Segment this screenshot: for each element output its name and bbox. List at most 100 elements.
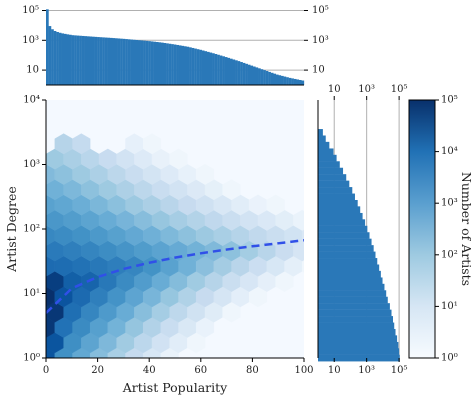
colorbar-tick-label: 10⁰ [441,353,458,364]
top-histogram-bar [206,51,210,85]
main-y-tick-label: 10³ [23,159,40,170]
hexbin-cell [46,337,47,349]
top-histogram-bar [224,57,228,85]
hexbin-cell [72,133,91,155]
top-histogram-bar [114,38,118,85]
right-histogram-bar [318,354,400,362]
right-histogram-bar [318,187,353,194]
top-histogram-bar [140,40,144,85]
main-hexbin-panel: 0 20 40 60 80 100 10⁰ 10¹ 10² 10³ 10⁴ Artist Popu… [4,95,314,396]
right-marginal-histogram: 10 10³ 10⁵ 10 10³ 10⁵ [317,84,407,376]
top-histogram-bar [160,42,164,85]
top-histogram-bar [104,37,108,85]
right-tick-label-bottom: 10³ [358,365,375,376]
y-axis-label: Artist Degree [4,186,19,273]
main-x-tick-label: 40 [143,365,156,376]
right-tick-label-top: 10³ [358,84,375,95]
right-histogram-bar [318,283,385,291]
top-histogram-bar [181,45,185,85]
top-bars [46,9,305,86]
top-histogram-bar [68,34,72,85]
top-histogram-bar [150,41,154,85]
top-histogram-bar [209,52,213,85]
colorbar-tick-label: 10⁴ [441,146,458,157]
right-histogram-bar [318,161,340,168]
x-axis-label: Artist Popularity [122,380,228,395]
colorbar-tick-label: 10² [441,249,458,260]
top-histogram-bar [212,53,215,85]
top-histogram-bar [186,46,190,85]
hexbin-cell [46,347,56,358]
colorbar-tick-label: 10¹ [441,301,458,312]
hexbin-cell [222,179,241,201]
top-histogram-bar [265,70,269,85]
top-histogram-bar [263,70,266,85]
top-histogram-bar [260,69,264,85]
top-histogram-bar [89,36,93,85]
top-histogram-bar [168,43,172,85]
top-histogram-bar [153,41,156,85]
right-histogram-bar [318,174,347,181]
top-histogram-bar [194,48,197,85]
main-x-ticks: 0 20 40 60 80 100 [43,358,314,376]
top-histogram-bar [278,75,282,85]
top-histogram-bar [125,39,128,85]
right-x-ticks-top: 10 10³ 10⁵ [328,84,407,100]
hexbin-cell [301,229,304,242]
top-tick-label-left: 10⁵ [22,5,39,16]
top-histogram-bar [56,32,59,85]
hexbin-cell [142,133,162,155]
right-histogram-bar [318,341,399,349]
colorbar-tick-label: 10³ [441,198,458,209]
main-x-tick-label: 60 [194,365,207,376]
top-histogram-bar [71,35,75,85]
top-histogram-bar [127,39,131,85]
top-histogram-bar [217,54,220,85]
top-histogram-bar [270,72,274,85]
top-histogram-bar [247,64,251,85]
top-y-ticks-left: 10 10³ 10⁵ [22,5,46,76]
main-y-tick-label: 10⁰ [23,353,40,364]
colorbar-tick-label: 10⁵ [441,95,458,106]
top-histogram-bar [252,66,256,85]
top-y-ticks-right: 10 10³ 10⁵ [304,5,329,76]
hexbin-cell [64,363,82,383]
top-histogram-bar [268,71,271,85]
right-histogram-bar [318,277,383,285]
top-histogram-bar [99,37,103,85]
main-x-tick-label: 0 [43,365,49,376]
right-histogram-bar [318,348,400,355]
main-y-tick-label: 10² [23,224,40,235]
top-histogram-bar [176,44,179,85]
top-histogram-bar [173,44,177,85]
right-histogram-bar [318,309,392,317]
top-tick-label-right: 10³ [312,35,329,46]
top-histogram-bar [296,79,300,85]
top-histogram-bar [288,77,292,85]
right-histogram-bar [318,219,366,226]
top-histogram-bar [155,42,159,85]
hexbin-cell [195,163,215,185]
top-histogram-bar [46,9,49,85]
top-histogram-bar [148,41,151,85]
top-histogram-bar [199,49,202,85]
top-histogram-bar [222,56,225,85]
top-histogram-bar [286,77,289,85]
right-histogram-bar [318,322,395,330]
top-histogram-bar [183,46,187,85]
right-histogram-bar [318,303,390,310]
hexbin-cell [46,245,47,257]
top-tick-label-left: 10 [26,65,39,76]
hexbin-cell [301,259,304,273]
right-histogram-bar [318,167,344,175]
top-histogram-bar [107,37,111,85]
right-bars [318,129,400,362]
top-histogram-bar [112,38,116,85]
right-histogram-bar [318,199,358,207]
colorbar-ticks: 10⁰ 10¹ 10² 10³ 10⁴ 10⁵ [435,95,458,364]
colorbar-gradient [408,99,436,359]
top-histogram-bar [166,43,169,85]
top-histogram-bar [171,44,174,85]
hexbin-cells [46,133,304,383]
